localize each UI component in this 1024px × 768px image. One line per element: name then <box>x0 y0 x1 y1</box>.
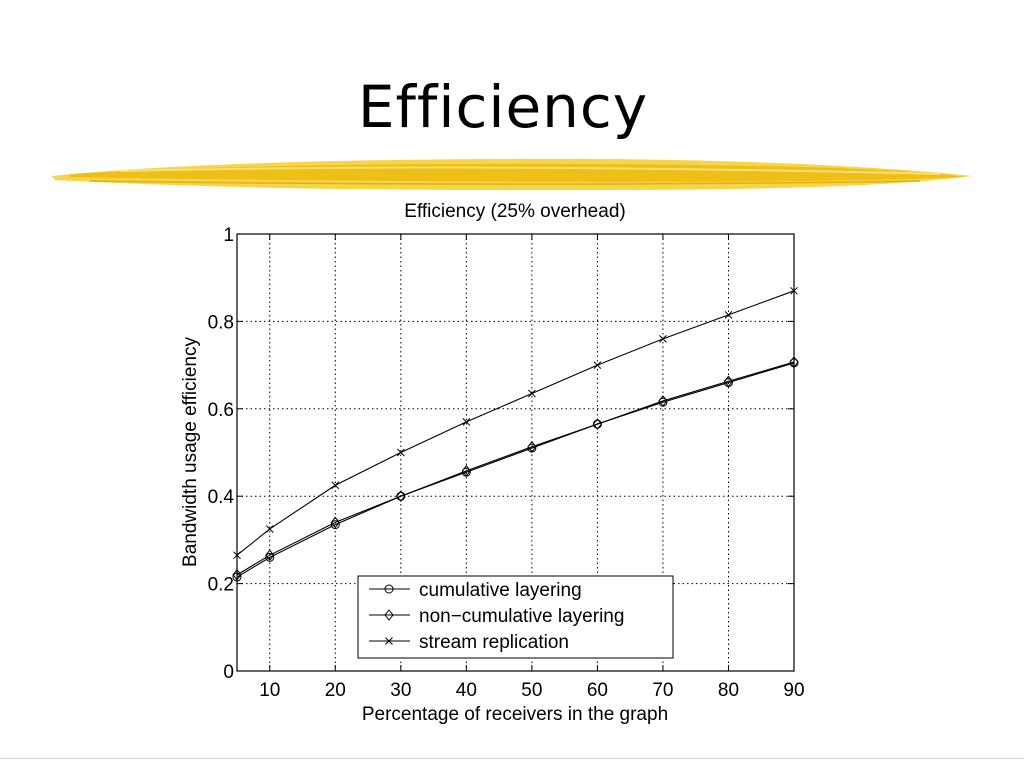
grid-lines <box>237 234 794 671</box>
x-tick-label: 60 <box>587 680 608 701</box>
data-point-marker <box>724 310 733 319</box>
plot-frame <box>236 233 795 672</box>
x-tick-label: 10 <box>259 680 280 701</box>
x-tick-label: 80 <box>718 680 739 701</box>
data-point-marker <box>789 356 799 368</box>
legend-swatch-marker <box>385 637 393 645</box>
y-axis-label: Bandwidth usage efficiency <box>180 337 201 567</box>
legend: cumulative layering non−cumulative layeri… <box>357 575 674 659</box>
data-point-marker <box>265 525 274 533</box>
data-point-marker <box>396 490 406 503</box>
series-2 <box>233 286 798 560</box>
data-point-marker <box>593 361 602 369</box>
x-tick-label: 70 <box>652 680 673 701</box>
data-point-marker <box>723 375 734 388</box>
legend-label: cumulative layering <box>419 580 582 601</box>
series-line <box>236 290 795 556</box>
data-point-marker <box>790 286 798 295</box>
y-tick-label: 0.2 <box>208 575 234 596</box>
data-point-marker <box>233 551 241 560</box>
data-point-marker <box>527 441 537 453</box>
data-point-marker <box>331 481 340 490</box>
x-tick-label: 50 <box>521 680 542 701</box>
chart-title: Efficiency (25% overhead) <box>404 201 625 222</box>
y-tick-label: 0.4 <box>208 487 235 508</box>
legend-label: stream replication <box>419 632 569 653</box>
data-point-marker <box>232 569 242 581</box>
data-point-marker <box>462 418 471 426</box>
y-tick-label: 0.8 <box>208 312 234 333</box>
data-point-marker <box>528 389 536 398</box>
data-point-marker <box>461 465 471 477</box>
data-point-marker <box>232 572 242 582</box>
footer-divider <box>0 758 1024 759</box>
series-line <box>236 362 795 578</box>
x-tick-label: 20 <box>325 680 346 701</box>
series-line <box>236 361 795 576</box>
series-lines <box>232 286 799 582</box>
series-0 <box>232 358 799 582</box>
x-tick-label: 30 <box>390 680 411 701</box>
legend-box <box>357 575 674 659</box>
series-1 <box>232 356 799 581</box>
y-tick-label: 1 <box>223 225 234 246</box>
legend-swatch-marker <box>384 609 394 621</box>
data-point-marker <box>658 395 668 407</box>
legend-swatch-marker <box>384 584 394 594</box>
data-point-marker <box>265 549 275 561</box>
y-tick-label: 0.6 <box>208 400 234 421</box>
axis-ticks: 10 20 30 40 50 60 70 80 90 0 0.2 0.4 0.6 0.8 1 <box>208 225 805 701</box>
x-axis-label: Percentage of receivers in the graph <box>362 704 668 725</box>
data-point-marker <box>330 516 340 529</box>
data-point-marker <box>592 418 603 430</box>
x-tick-label: 90 <box>783 680 804 701</box>
x-tick-label: 40 <box>456 680 477 701</box>
y-tick-label: 0 <box>223 662 234 683</box>
data-point-marker <box>659 335 667 343</box>
slide-title: Efficiency <box>357 73 649 141</box>
legend-label: non−cumulative layering <box>419 606 624 627</box>
data-point-marker <box>396 448 405 457</box>
